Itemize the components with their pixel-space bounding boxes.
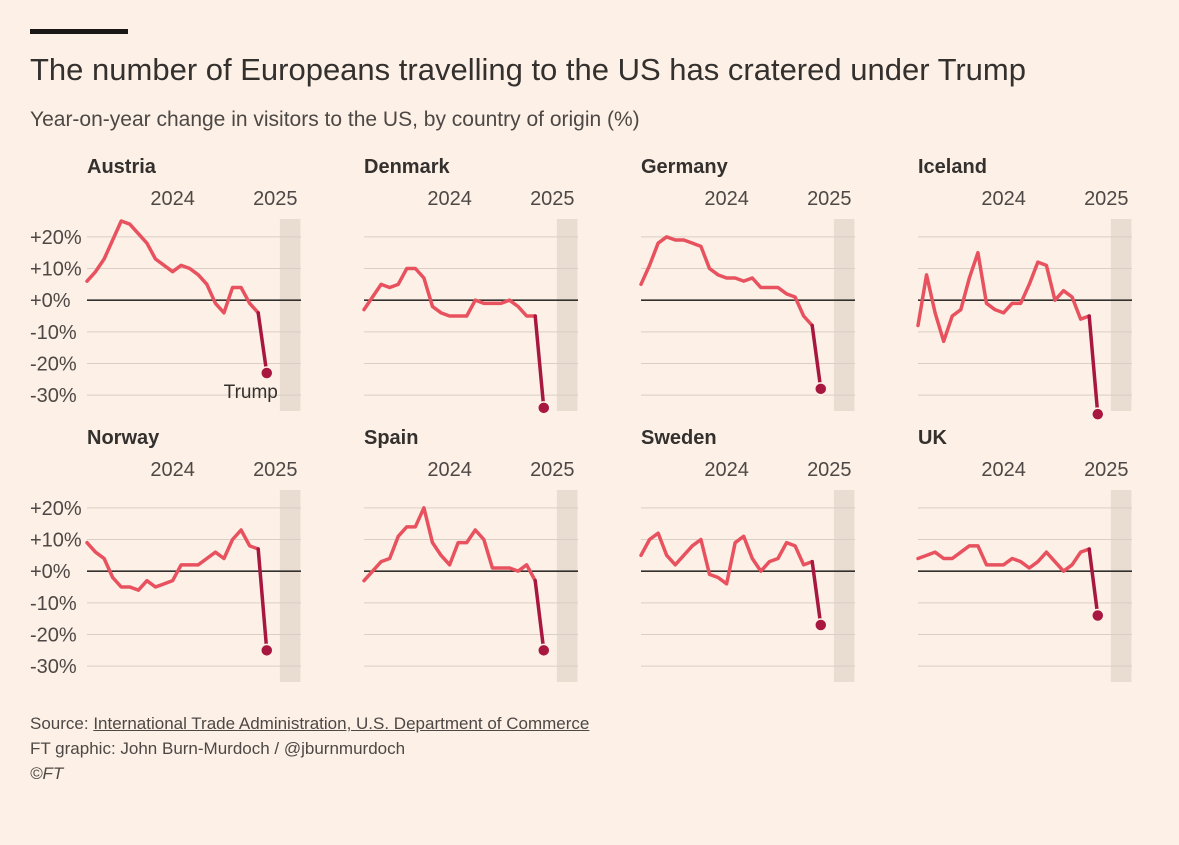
series-line xyxy=(916,250,1091,344)
trump-period-shade xyxy=(556,490,578,682)
trump-period-shade xyxy=(833,219,855,411)
panel-germany: Germany 2024 2025 xyxy=(639,156,855,411)
series-line xyxy=(916,544,1091,573)
latest-point xyxy=(260,366,274,380)
panel-norway: Norway 2024 2025 +20% +10% +0% -10% -20% -30% xyxy=(30,427,301,682)
chart-title: The number of Europeans travelling to th… xyxy=(30,52,1026,87)
x-tick-label: 2024 xyxy=(427,459,472,481)
y-tick-label: +20% xyxy=(30,227,82,249)
panel-label: Spain xyxy=(364,427,418,449)
y-tick-label: -20% xyxy=(30,354,77,376)
trump-annotation: Trump xyxy=(224,382,278,403)
panel-denmark: Denmark 2024 2025 xyxy=(362,156,578,415)
panel-label: Iceland xyxy=(918,156,987,178)
source-link[interactable]: International Trade Administration, U.S.… xyxy=(93,714,590,733)
x-tick-label: 2025 xyxy=(253,188,298,210)
trump-drop-line xyxy=(533,578,546,653)
latest-point xyxy=(1091,407,1105,421)
source-line: Source: International Trade Administrati… xyxy=(30,711,589,736)
x-tick-label: 2025 xyxy=(530,459,575,481)
trump-drop-line xyxy=(810,323,823,391)
x-tick-label: 2024 xyxy=(704,188,749,210)
x-tick-label: 2025 xyxy=(807,459,852,481)
series-line xyxy=(85,219,260,315)
latest-point xyxy=(537,401,551,415)
panel-uk: UK 2024 2025 xyxy=(916,427,1132,682)
trump-drop-line xyxy=(1087,314,1100,416)
panel-sweden: Sweden 2024 2025 xyxy=(639,427,855,682)
panel-label: Norway xyxy=(87,427,160,449)
chart-subtitle: Year-on-year change in visitors to the U… xyxy=(30,108,640,131)
small-multiples-chart: Austria 2024 2025 +20% +10% +0% -10% -20% -30% Tr… xyxy=(30,156,1132,682)
y-tick-label: -30% xyxy=(30,385,77,407)
y-tick-label: +0% xyxy=(30,561,71,583)
trump-period-shade xyxy=(279,490,301,682)
x-tick-label: 2024 xyxy=(981,188,1026,210)
y-tick-label: +10% xyxy=(30,530,82,552)
trump-period-shade xyxy=(279,219,301,411)
latest-point xyxy=(1091,608,1105,623)
x-tick-label: 2024 xyxy=(981,459,1026,481)
panel-label: Denmark xyxy=(364,156,450,178)
credit-line: FT graphic: John Burn-Murdoch / @jburnmu… xyxy=(30,739,406,758)
panel-spain: Spain 2024 2025 xyxy=(362,427,578,682)
y-tick-label: -10% xyxy=(30,322,77,344)
y-tick-label: +10% xyxy=(30,259,82,281)
series-line xyxy=(639,531,814,586)
trump-drop-line xyxy=(256,547,269,653)
panel-iceland: Iceland 2024 2025 xyxy=(916,156,1132,421)
panel-austria: Austria 2024 2025 +20% +10% +0% -10% -20% -30% Tr… xyxy=(30,156,301,411)
series-line xyxy=(362,506,537,583)
panel-label: Austria xyxy=(87,156,157,178)
trump-drop-line xyxy=(810,559,823,627)
trump-period-shade xyxy=(556,219,578,411)
x-tick-label: 2024 xyxy=(150,459,195,481)
y-tick-label: +20% xyxy=(30,498,82,520)
series-line xyxy=(639,235,814,328)
y-tick-label: -10% xyxy=(30,593,77,615)
panel-label: Sweden xyxy=(641,427,717,449)
latest-point xyxy=(814,382,828,396)
trump-drop-line xyxy=(256,311,269,375)
trump-drop-line xyxy=(533,314,546,410)
latest-point xyxy=(814,618,828,632)
x-tick-label: 2025 xyxy=(807,188,852,210)
x-tick-label: 2025 xyxy=(530,188,575,210)
y-tick-label: -20% xyxy=(30,625,77,647)
y-tick-label: +0% xyxy=(30,290,71,312)
latest-point xyxy=(537,643,551,658)
panel-label: UK xyxy=(918,427,947,449)
series-line xyxy=(85,528,260,592)
panel-label: Germany xyxy=(641,156,729,178)
ft-top-rule xyxy=(30,29,128,34)
copyright-line: ©FT xyxy=(30,764,64,783)
trump-period-shade xyxy=(1110,490,1132,682)
latest-point xyxy=(260,643,274,658)
source-prefix: Source: xyxy=(30,714,94,733)
x-tick-label: 2024 xyxy=(704,459,749,481)
trump-period-shade xyxy=(833,490,855,682)
chart-footer: Source: International Trade Administrati… xyxy=(30,711,589,786)
x-tick-label: 2025 xyxy=(1084,459,1129,481)
x-tick-label: 2024 xyxy=(150,188,195,210)
x-tick-label: 2025 xyxy=(1084,188,1129,210)
trump-drop-line xyxy=(1087,547,1100,618)
series-line xyxy=(362,266,537,318)
y-tick-label: -30% xyxy=(30,656,77,678)
x-tick-label: 2024 xyxy=(427,188,472,210)
x-tick-label: 2025 xyxy=(253,459,298,481)
trump-period-shade xyxy=(1110,219,1132,411)
